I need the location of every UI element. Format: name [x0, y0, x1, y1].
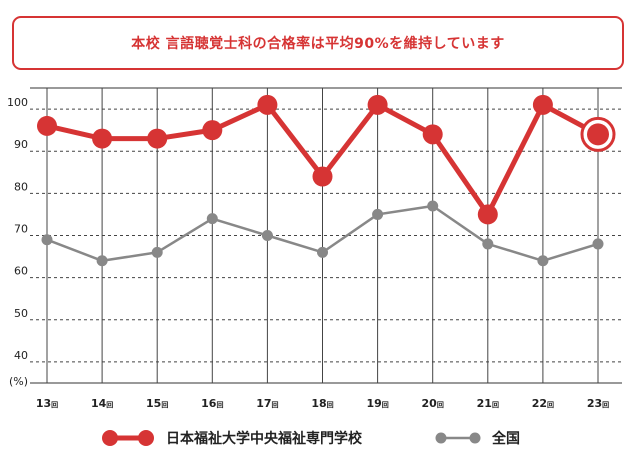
- national-data-point: [427, 200, 439, 212]
- headline-banner: 本校 言語聴覚士科の合格率は平均90%を維持しています: [12, 16, 624, 70]
- national-data-point: [96, 255, 108, 267]
- national-data-point: [261, 230, 273, 241]
- y-unit-label: (%): [9, 375, 28, 388]
- legend-marker-national: [435, 432, 481, 444]
- national-data-point: [372, 208, 384, 220]
- school-data-point: [147, 128, 168, 149]
- x-tick-label: 23回: [587, 397, 609, 410]
- school-latest-point: [587, 123, 609, 146]
- school-data-point: [477, 204, 498, 225]
- x-tick-label: 20回: [422, 397, 444, 410]
- y-tick-label: 80: [14, 180, 28, 193]
- national-data-point: [41, 234, 53, 246]
- y-tick-label: 60: [14, 265, 28, 278]
- y-axis: 40 50 60 70 80 90 100 (%): [7, 96, 28, 388]
- school-data-point: [312, 166, 333, 187]
- school-data-point: [257, 94, 278, 115]
- school-data-point: [422, 124, 443, 145]
- x-tick-label: 19回: [366, 397, 388, 410]
- x-tick-label: 17回: [256, 397, 278, 410]
- school-data-point: [367, 94, 388, 115]
- x-tick-label: 15回: [146, 397, 168, 410]
- legend-label-school: 日本福祉大学中央福祉専門学校: [166, 431, 362, 447]
- national-data-point: [482, 238, 494, 250]
- x-tick-label: 13回: [36, 397, 58, 410]
- national-data-point: [151, 246, 163, 258]
- legend-marker-school: [102, 430, 154, 446]
- x-tick-label: 14回: [91, 397, 113, 410]
- x-axis: 13回 14回 15回 16回 17回 18回 19回 20回 21回 22回 23回: [36, 397, 609, 410]
- school-data-point: [92, 128, 113, 149]
- y-tick-label: 70: [14, 223, 28, 236]
- x-tick-label: 22回: [532, 397, 554, 410]
- data-series: [37, 94, 616, 267]
- national-data-point: [592, 238, 604, 250]
- school-data-point: [37, 115, 57, 136]
- legend-item-school: 日本福祉大学中央福祉専門学校: [100, 428, 362, 448]
- x-tick-label: 21回: [477, 397, 499, 410]
- grid-lines: [30, 87, 622, 384]
- x-tick-label: 18回: [311, 397, 333, 410]
- x-tick-label: 16回: [201, 397, 223, 410]
- y-tick-label: 40: [14, 349, 28, 362]
- national-data-point: [537, 255, 549, 267]
- headline-text: 本校 言語聴覚士科の合格率は平均90%を維持しています: [131, 36, 505, 52]
- national-data-point: [317, 246, 328, 258]
- school-data-point: [532, 94, 553, 115]
- y-tick-label: 50: [14, 307, 28, 320]
- legend-item-national: 全国: [434, 428, 520, 448]
- legend-label-national: 全国: [492, 431, 520, 447]
- y-tick-label: 90: [14, 138, 28, 151]
- y-tick-label: 100: [7, 96, 28, 109]
- school-data-point: [202, 120, 223, 141]
- national-data-point: [206, 213, 218, 225]
